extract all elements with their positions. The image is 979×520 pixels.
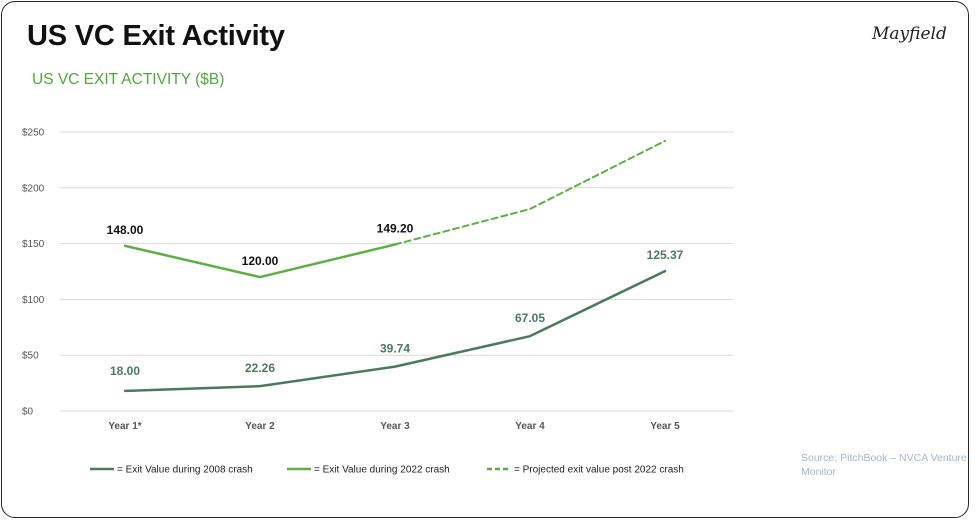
data-label-2022: 149.20	[377, 221, 414, 235]
x-tick-label: Year 4	[515, 421, 545, 432]
chart-subtitle: US VC EXIT ACTIVITY ($B)	[32, 71, 225, 88]
y-tick-label: $0	[22, 407, 34, 418]
page-title: US VC Exit Activity	[27, 20, 285, 52]
x-tick-label: Year 3	[380, 421, 410, 432]
x-tick-label: Year 2	[245, 421, 275, 432]
x-tick-label: Year 5	[650, 421, 680, 432]
source-note: Source: PitchBook – NVCA Venture Monitor	[801, 452, 967, 478]
series-line-2008-crash	[123, 269, 667, 393]
data-label-2008: 125.37	[647, 248, 684, 262]
x-tick-label: Year 1*	[108, 421, 141, 432]
series-line-2022-crash	[123, 243, 397, 279]
brand-logo: Mayfield	[872, 24, 947, 44]
data-label-2022: 148.00	[107, 223, 144, 237]
data-label-2022: 120.00	[242, 254, 279, 268]
data-label-2008: 18.00	[110, 364, 140, 378]
legend-item-projected-label: = Projected exit value post 2022 crash	[514, 465, 684, 476]
data-label-2008: 39.74	[380, 342, 410, 356]
y-tick-label: $150	[22, 239, 45, 250]
data-label-2008: 22.26	[245, 361, 275, 375]
y-tick-label: $200	[22, 183, 45, 194]
y-tick-label: $250	[22, 128, 45, 139]
series-line-projected	[394, 139, 666, 246]
legend-item-2008-crash-label: = Exit Value during 2008 crash	[117, 465, 253, 476]
y-tick-label: $50	[22, 351, 39, 362]
legend-item-2022-crash-label: = Exit Value during 2022 crash	[314, 465, 450, 476]
data-label-2008: 67.05	[515, 311, 545, 325]
y-tick-label: $100	[22, 295, 45, 306]
